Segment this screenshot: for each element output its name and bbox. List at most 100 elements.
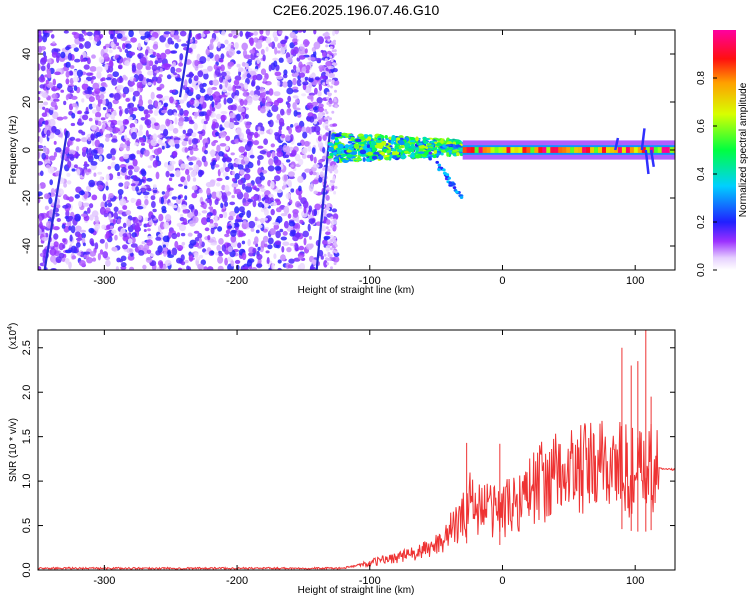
heatmap-cell [255, 41, 263, 49]
heatmap-cell [304, 168, 312, 173]
heatmap-cell [110, 122, 115, 129]
heatmap-cell [74, 213, 81, 222]
heatmap-cell [304, 40, 310, 46]
heatmap-cell [103, 213, 108, 218]
heatmap-cell [112, 218, 117, 225]
heatmap-cell [214, 164, 220, 168]
heatmap-cell [150, 139, 157, 147]
heatmap-cell [152, 208, 157, 213]
heatmap-cell [303, 147, 308, 153]
heatmap-cell [63, 194, 68, 200]
heatmap-cell [270, 208, 275, 216]
heatmap-cell [285, 134, 291, 142]
heatmap-cell [179, 30, 187, 37]
heatmap-cell [247, 238, 251, 247]
heatmap-cell [203, 120, 208, 125]
heatmap-cell [333, 252, 340, 257]
heatmap-cell [248, 220, 256, 229]
heatmap-cell [147, 82, 152, 86]
heatmap-cell [455, 190, 459, 194]
heatmap-cell [81, 83, 89, 91]
heatmap-cell [307, 112, 314, 117]
heatmap-cell [145, 130, 149, 138]
heatmap-cell [373, 151, 380, 155]
heatmap-cell [298, 194, 302, 201]
heatmap-cell [445, 144, 452, 147]
heatmap-cell [182, 218, 188, 225]
heatmap-cell [242, 220, 247, 225]
heatmap-cell [38, 184, 41, 190]
heatmap-cell [348, 134, 354, 136]
heatmap-cell [538, 147, 543, 153]
heatmap-cell [265, 30, 270, 36]
heatmap-cell [394, 146, 400, 150]
heatmap-cell [163, 252, 167, 257]
heatmap-cell [217, 265, 224, 270]
heatmap-cell [276, 189, 283, 194]
heatmap-cell [530, 147, 535, 153]
heatmap-cell [199, 96, 204, 105]
heatmap-cell [334, 186, 338, 189]
snr-x-tick-label: -100 [359, 575, 381, 587]
heatmap-cell [47, 70, 52, 79]
heatmap-cell [86, 72, 93, 76]
heatmap-cell [327, 241, 331, 245]
heatmap-cell [278, 57, 284, 63]
heatmap-cell [260, 188, 266, 193]
heatmap-cell [414, 154, 422, 159]
heatmap-cell [140, 117, 146, 121]
heatmap-cell [494, 147, 499, 153]
heatmap-cell [296, 111, 302, 115]
heatmap-cell [40, 57, 48, 63]
heatmap-cell [415, 136, 419, 142]
heatmap-cell [200, 201, 205, 205]
spectrogram-y-tick-label: 20 [21, 96, 33, 108]
heatmap-cell [89, 251, 97, 257]
heatmap-cell [122, 86, 130, 95]
snr-y-tick-label: 0.0 [21, 562, 33, 577]
heatmap-cell [154, 100, 159, 108]
heatmap-cell [179, 53, 184, 61]
heatmap-cell [187, 266, 192, 270]
heatmap-cell [74, 58, 81, 63]
heatmap-cell [325, 120, 329, 124]
heatmap-cell [39, 136, 43, 144]
heatmap-cell [127, 116, 133, 121]
heatmap-cell [66, 180, 72, 185]
heatmap-cell [263, 208, 269, 216]
snr-panel: -300 -200 -100 0 100 0.0 0.5 1.0 1.5 2.0 2.5 Heig… [7, 323, 676, 596]
heatmap-cell [236, 50, 241, 55]
heatmap-cell [211, 37, 215, 43]
heatmap-cell [384, 135, 388, 139]
heatmap-cell [215, 182, 221, 187]
heatmap-cell [164, 259, 172, 266]
heatmap-cell [46, 129, 51, 137]
heatmap-cell [53, 140, 57, 145]
heatmap-cell [123, 76, 128, 81]
heatmap-cell [77, 110, 83, 115]
heatmap-cell [162, 247, 168, 252]
heatmap-cell [371, 147, 377, 152]
spectrogram-x-tick-label: -100 [359, 275, 381, 287]
heatmap-cell [259, 175, 265, 181]
heatmap-cell [454, 144, 462, 148]
heatmap-cell [313, 50, 317, 58]
heatmap-cell [341, 154, 345, 158]
heatmap-cell [172, 89, 176, 93]
heatmap-cell [140, 142, 146, 146]
heatmap-cell [257, 183, 263, 187]
heatmap-cell [251, 79, 256, 87]
heatmap-cell [329, 55, 333, 59]
heatmap-cell [184, 147, 189, 153]
heatmap-cell [323, 213, 327, 217]
heatmap-cell [218, 151, 224, 157]
heatmap-cell [241, 240, 246, 245]
heatmap-cell [254, 216, 258, 222]
heatmap-cell [191, 43, 197, 50]
heatmap-cell [221, 244, 227, 252]
heatmap-cell [205, 114, 210, 122]
heatmap-cell [323, 209, 327, 215]
heatmap-cell [144, 195, 149, 199]
heatmap-cell [151, 64, 158, 72]
heatmap-cell [276, 113, 281, 121]
